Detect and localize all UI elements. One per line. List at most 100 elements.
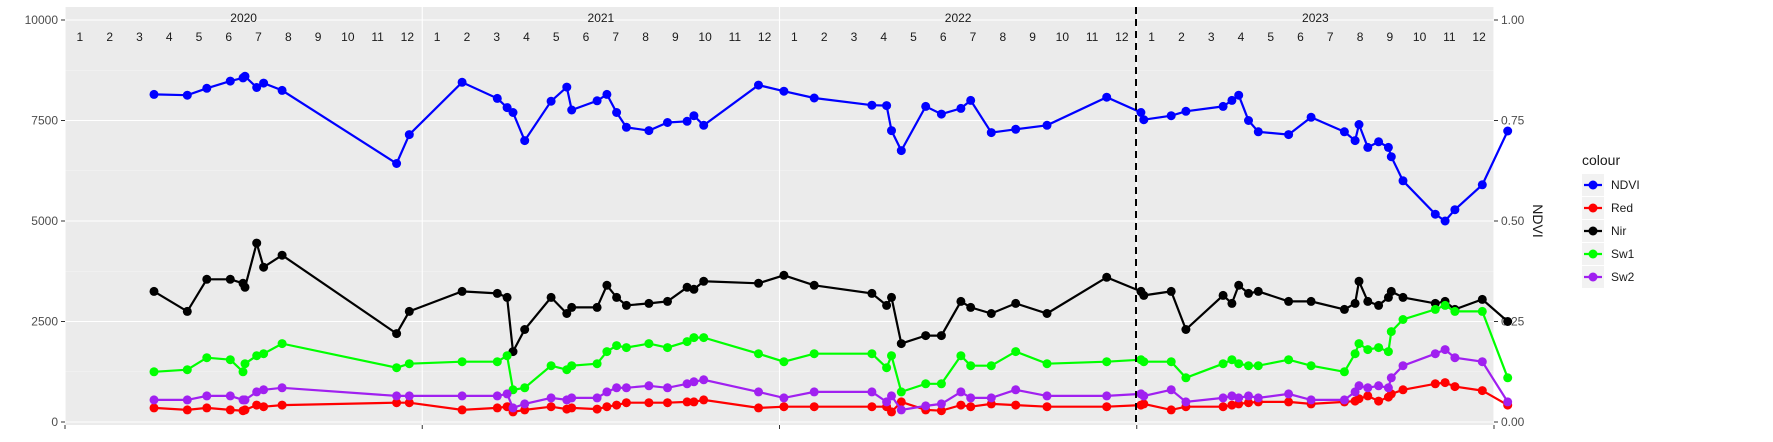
data-point (1244, 288, 1253, 298)
data-point (240, 71, 250, 81)
data-point (1350, 298, 1360, 308)
data-point (936, 109, 946, 119)
data-point (202, 274, 212, 284)
data-point (149, 403, 159, 413)
legend-key (1582, 266, 1604, 288)
data-point (252, 351, 262, 361)
data-point (754, 387, 763, 397)
data-point (392, 363, 402, 373)
data-point (404, 391, 414, 401)
data-point (1339, 367, 1349, 377)
month-label: 6 (583, 30, 590, 44)
data-point (562, 82, 572, 92)
month-label: 8 (642, 30, 649, 44)
data-point (1284, 389, 1294, 399)
legend-title: colour (1582, 152, 1620, 168)
data-point (663, 118, 672, 127)
data-point (1181, 325, 1191, 334)
data-point (1339, 127, 1349, 137)
data-point (225, 405, 235, 415)
data-point (567, 302, 577, 312)
data-point (1374, 381, 1384, 391)
data-point (252, 238, 262, 248)
data-point (1383, 383, 1393, 393)
data-point (1181, 397, 1191, 407)
data-point (259, 262, 269, 272)
data-point (896, 387, 906, 397)
data-point (1374, 343, 1384, 353)
data-point (809, 402, 819, 412)
legend-label: Sw2 (1611, 270, 1635, 284)
data-point (1398, 315, 1408, 324)
data-point (1354, 120, 1364, 129)
data-point (896, 339, 906, 349)
data-point (699, 375, 709, 385)
data-point (689, 111, 699, 121)
month-label: 10 (1056, 30, 1070, 44)
data-point (612, 400, 622, 410)
data-point (867, 288, 877, 298)
data-point (1354, 339, 1364, 349)
data-point (492, 357, 502, 367)
data-point (612, 108, 622, 117)
data-point (621, 343, 631, 353)
data-point (612, 292, 622, 302)
data-point (1181, 373, 1191, 383)
data-point (1383, 142, 1393, 152)
data-point (1430, 304, 1440, 314)
data-point (1244, 391, 1253, 401)
data-point (1139, 290, 1149, 300)
month-label: 5 (553, 30, 560, 44)
data-point (1234, 393, 1244, 403)
data-point (602, 347, 612, 357)
data-point (1374, 300, 1384, 310)
legend-label: Red (1611, 201, 1633, 215)
data-point (1011, 385, 1021, 395)
data-point (1234, 359, 1244, 369)
data-point (1440, 378, 1450, 388)
data-point (689, 284, 699, 294)
month-label: 9 (315, 30, 322, 44)
year-label: 2022 (945, 11, 972, 25)
data-point (502, 351, 512, 361)
data-point (682, 116, 692, 126)
data-point (546, 96, 556, 106)
y-right-axis-title: NDVI (1530, 204, 1546, 237)
data-point (1503, 397, 1513, 407)
month-label: 7 (255, 30, 262, 44)
data-point (182, 365, 192, 375)
data-point (1306, 296, 1316, 306)
data-point (882, 300, 892, 310)
data-point (1011, 298, 1021, 308)
data-point (1218, 393, 1228, 403)
data-point (1227, 355, 1237, 365)
data-point (240, 405, 250, 415)
month-label: 5 (196, 30, 203, 44)
month-label: 9 (672, 30, 679, 44)
data-point (887, 407, 896, 417)
data-point (699, 395, 709, 405)
data-point (956, 351, 966, 361)
data-point (492, 391, 502, 401)
data-point (592, 404, 602, 414)
data-point (567, 105, 577, 115)
data-point (1306, 395, 1316, 405)
month-label: 4 (166, 30, 173, 44)
data-point (1430, 349, 1440, 359)
month-label: 12 (401, 30, 415, 44)
data-point (1350, 349, 1360, 359)
data-point (682, 337, 692, 347)
data-point (1450, 353, 1460, 363)
data-point (392, 159, 402, 168)
data-point (882, 363, 892, 373)
legend-key-point (1588, 249, 1598, 259)
data-point (592, 302, 602, 312)
data-point (986, 309, 996, 318)
data-point (1227, 400, 1237, 410)
data-point (202, 83, 212, 93)
legend-key-point (1588, 226, 1598, 236)
data-point (809, 387, 819, 397)
series-ndvi (149, 71, 1513, 226)
data-point (546, 292, 556, 302)
data-point (936, 399, 946, 409)
